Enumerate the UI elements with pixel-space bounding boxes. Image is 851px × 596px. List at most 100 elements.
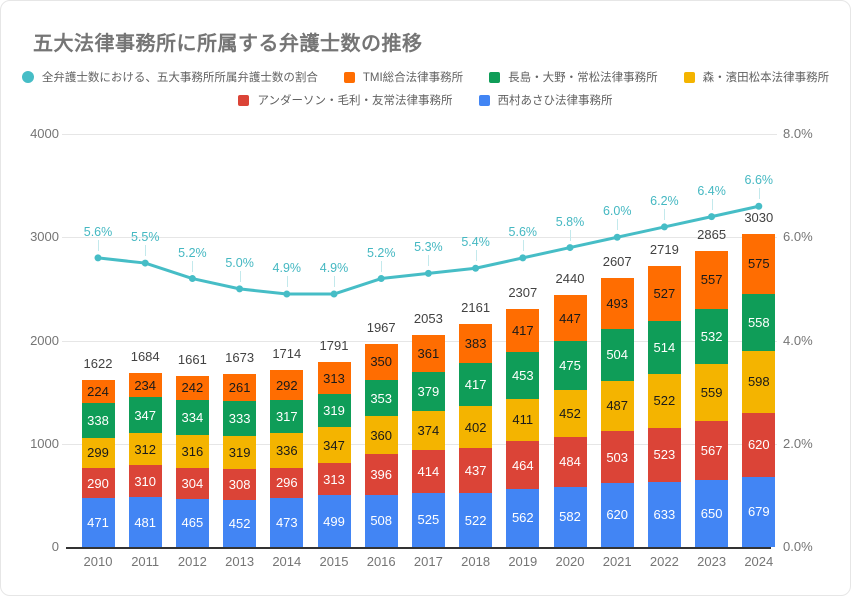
bar-nishimura-2020[interactable]: 582 [553, 486, 587, 547]
ratio-point-2023[interactable] [708, 213, 716, 221]
bar-tmi-2015[interactable]: 313 [317, 362, 351, 395]
bar-anderson-2021[interactable]: 503 [600, 431, 634, 483]
bar-anderson-2010[interactable]: 290 [81, 468, 115, 499]
segment-value-label: 567 [700, 443, 723, 459]
bar-mori-2010[interactable]: 299 [81, 437, 115, 469]
bar-nagashima-2023[interactable]: 532 [695, 308, 729, 364]
bar-anderson-2017[interactable]: 414 [411, 450, 445, 493]
bar-nishimura-2018[interactable]: 522 [459, 493, 493, 547]
bar-nagashima-2019[interactable]: 453 [506, 351, 540, 399]
bar-mori-2016[interactable]: 360 [364, 416, 398, 454]
legend-item-tmi[interactable]: TMI総合法律事務所 [343, 69, 463, 85]
bar-tmi-2012[interactable]: 242 [175, 375, 209, 401]
bar-tmi-2018[interactable]: 383 [459, 323, 493, 364]
bar-anderson-2023[interactable]: 567 [695, 421, 729, 480]
total-label-2023: 2865 [697, 227, 727, 243]
bar-mori-2017[interactable]: 374 [411, 411, 445, 451]
ratio-point-2011[interactable] [141, 259, 149, 267]
bar-mori-2012[interactable]: 316 [175, 434, 209, 468]
bar-nagashima-2014[interactable]: 317 [270, 400, 304, 433]
bar-nagashima-2021[interactable]: 504 [600, 328, 634, 381]
bar-anderson-2014[interactable]: 296 [270, 467, 304, 499]
bar-nagashima-2017[interactable]: 379 [411, 372, 445, 412]
bar-nishimura-2023[interactable]: 650 [695, 479, 729, 547]
bar-tmi-2013[interactable]: 261 [223, 374, 257, 402]
bar-tmi-2023[interactable]: 557 [695, 251, 729, 309]
bar-anderson-2016[interactable]: 396 [364, 453, 398, 495]
legend-item-anderson[interactable]: アンダーソン・毛利・友常法律事務所 [238, 92, 453, 108]
ratio-point-2010[interactable] [94, 254, 102, 262]
x-tick-2020: 2020 [555, 554, 585, 569]
ratio-point-2022[interactable] [660, 223, 668, 231]
bar-anderson-2022[interactable]: 523 [647, 427, 681, 482]
bar-tmi-2024[interactable]: 575 [742, 234, 776, 294]
bar-mori-2024[interactable]: 598 [742, 351, 776, 413]
bar-anderson-2015[interactable]: 313 [317, 463, 351, 496]
bar-mori-2021[interactable]: 487 [600, 380, 634, 432]
legend-item-mori[interactable]: 森・濱田松本法律事務所 [683, 69, 829, 85]
bar-mori-2020[interactable]: 452 [553, 390, 587, 437]
bar-tmi-2021[interactable]: 493 [600, 277, 634, 329]
bar-tmi-2014[interactable]: 292 [270, 370, 304, 401]
bar-mori-2015[interactable]: 347 [317, 427, 351, 464]
bar-mori-2018[interactable]: 402 [459, 406, 493, 448]
bar-tmi-2017[interactable]: 361 [411, 335, 445, 373]
bar-mori-2013[interactable]: 319 [223, 435, 257, 469]
bar-nagashima-2024[interactable]: 558 [742, 293, 776, 352]
legend-item-ratio[interactable]: 全弁護士数における、五大事務所所属弁護士数の割合 [21, 69, 318, 85]
bar-tmi-2010[interactable]: 224 [81, 379, 115, 403]
segment-value-label: 353 [370, 390, 393, 406]
bar-mori-2019[interactable]: 411 [506, 398, 540, 442]
bar-nishimura-2015[interactable]: 499 [317, 495, 351, 547]
ratio-point-2015[interactable] [330, 290, 338, 298]
bar-nagashima-2010[interactable]: 338 [81, 402, 115, 438]
bar-mori-2014[interactable]: 336 [270, 432, 304, 468]
bar-nishimura-2019[interactable]: 562 [506, 488, 540, 547]
bar-nishimura-2024[interactable]: 679 [742, 476, 776, 547]
bar-nagashima-2022[interactable]: 514 [647, 320, 681, 374]
legend-item-nishimura[interactable]: 西村あさひ法律事務所 [478, 92, 613, 108]
bar-nishimura-2012[interactable]: 465 [175, 498, 209, 547]
bar-nagashima-2016[interactable]: 353 [364, 380, 398, 417]
bar-anderson-2012[interactable]: 304 [175, 467, 209, 499]
bar-mori-2011[interactable]: 312 [128, 433, 162, 466]
ratio-point-2016[interactable] [377, 275, 385, 283]
bar-nagashima-2020[interactable]: 475 [553, 341, 587, 391]
bar-nagashima-2015[interactable]: 319 [317, 394, 351, 428]
bar-nagashima-2018[interactable]: 417 [459, 363, 493, 407]
ratio-point-2013[interactable] [236, 285, 244, 293]
bar-nagashima-2013[interactable]: 333 [223, 401, 257, 436]
bar-nishimura-2011[interactable]: 481 [128, 497, 162, 547]
bar-anderson-2018[interactable]: 437 [459, 447, 493, 494]
ratio-point-2012[interactable] [188, 275, 196, 283]
ratio-point-2020[interactable] [566, 244, 574, 252]
bar-nishimura-2017[interactable]: 525 [411, 492, 445, 547]
ratio-point-2014[interactable] [283, 290, 291, 298]
legend-item-nagashima[interactable]: 長島・大野・常松法律事務所 [489, 69, 658, 85]
bar-anderson-2011[interactable]: 310 [128, 465, 162, 498]
bar-tmi-2019[interactable]: 417 [506, 308, 540, 352]
bar-tmi-2020[interactable]: 447 [553, 295, 587, 342]
ratio-point-2019[interactable] [519, 254, 527, 262]
bar-tmi-2022[interactable]: 527 [647, 266, 681, 321]
bar-nishimura-2014[interactable]: 473 [270, 498, 304, 547]
ratio-point-2018[interactable] [472, 264, 480, 272]
bar-anderson-2013[interactable]: 308 [223, 468, 257, 501]
legend-label-ratio: 全弁護士数における、五大事務所所属弁護士数の割合 [41, 72, 318, 84]
ratio-point-2024[interactable] [755, 202, 763, 210]
bar-nishimura-2021[interactable]: 620 [600, 482, 634, 547]
bar-mori-2023[interactable]: 559 [695, 363, 729, 422]
bar-anderson-2019[interactable]: 464 [506, 441, 540, 489]
bar-nagashima-2011[interactable]: 347 [128, 397, 162, 434]
bar-anderson-2020[interactable]: 484 [553, 436, 587, 487]
bar-anderson-2024[interactable]: 620 [742, 412, 776, 477]
bar-nishimura-2013[interactable]: 452 [223, 500, 257, 547]
bar-mori-2022[interactable]: 522 [647, 373, 681, 428]
bar-tmi-2016[interactable]: 350 [364, 343, 398, 381]
bar-nishimura-2022[interactable]: 633 [647, 481, 681, 547]
bar-nishimura-2016[interactable]: 508 [364, 494, 398, 547]
ratio-point-2017[interactable] [424, 269, 432, 277]
bar-tmi-2011[interactable]: 234 [128, 373, 162, 398]
bar-nishimura-2010[interactable]: 471 [81, 498, 115, 547]
bar-nagashima-2012[interactable]: 334 [175, 400, 209, 435]
